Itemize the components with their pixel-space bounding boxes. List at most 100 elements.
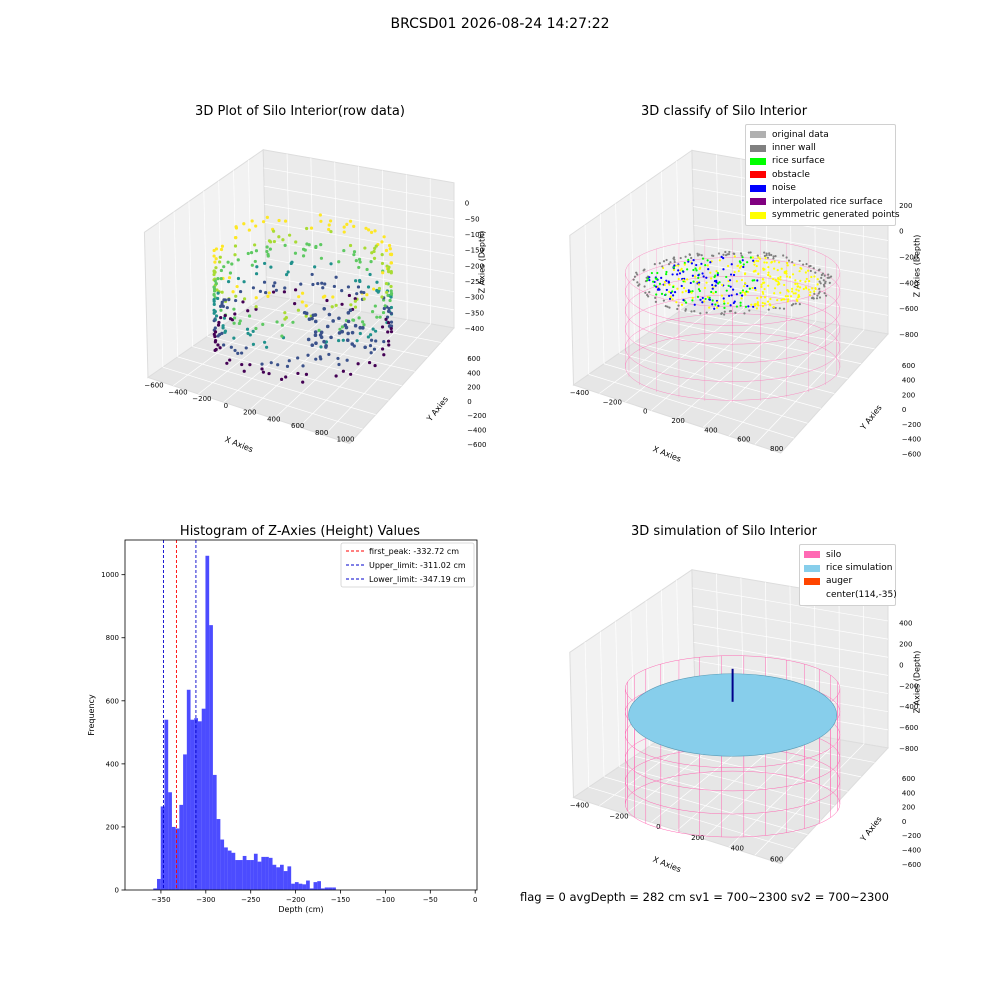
- data-point: [673, 264, 676, 267]
- data-point: [218, 255, 222, 259]
- data-point: [774, 306, 777, 310]
- histogram-bar: [190, 719, 195, 890]
- histogram-bar: [320, 888, 325, 890]
- data-point: [220, 331, 224, 335]
- data-point: [763, 287, 766, 291]
- histogram-bar: [283, 871, 288, 890]
- data-point: [668, 290, 671, 293]
- data-point: [668, 283, 671, 286]
- data-point: [227, 276, 232, 280]
- data-point: [320, 281, 324, 285]
- grid-line: [203, 191, 208, 337]
- data-point: [352, 224, 356, 228]
- simulation-3d-plot: −400 −200 0 200 400 600 −600 −400 −200 0 200 400 600…: [569, 568, 921, 874]
- data-point: [672, 257, 675, 260]
- data-point: [739, 291, 742, 295]
- data-point: [212, 302, 216, 306]
- legend-swatch: [804, 564, 820, 572]
- data-point: [357, 257, 362, 262]
- data-point: [787, 298, 790, 301]
- data-point: [323, 282, 327, 286]
- data-point: [382, 340, 386, 344]
- data-point: [223, 313, 227, 318]
- data-point: [250, 263, 254, 267]
- data-point: [722, 297, 725, 300]
- data-point: [701, 257, 705, 260]
- data-point: [301, 364, 305, 368]
- z-tick-label: 400: [899, 620, 912, 628]
- legend-label: silo: [826, 549, 842, 560]
- data-point: [317, 328, 321, 332]
- data-point: [723, 302, 726, 305]
- data-point: [340, 288, 344, 293]
- data-point: [762, 268, 765, 271]
- data-point: [382, 235, 386, 239]
- data-point: [340, 329, 345, 334]
- data-point: [222, 343, 226, 347]
- data-point: [769, 275, 772, 278]
- data-point: [779, 291, 782, 294]
- data-point: [767, 265, 770, 269]
- data-point: [763, 261, 766, 264]
- data-point: [358, 278, 362, 283]
- data-point: [813, 275, 816, 278]
- data-point: [648, 291, 651, 294]
- legend-label: noise: [772, 183, 796, 194]
- data-point: [752, 305, 755, 308]
- data-point: [740, 278, 744, 282]
- x-tick-label: 400: [704, 426, 717, 434]
- data-point: [728, 310, 732, 313]
- y-tick-label: −400: [902, 847, 921, 855]
- z-tick-label: −200: [899, 253, 918, 261]
- data-point: [216, 291, 220, 295]
- data-point: [730, 294, 733, 297]
- data-point: [386, 309, 391, 313]
- data-point: [783, 283, 786, 287]
- data-point: [711, 283, 714, 287]
- data-point: [774, 255, 777, 258]
- x-tick-label: 0: [656, 823, 660, 831]
- data-point: [676, 273, 679, 276]
- x-tick-label: 200: [243, 409, 256, 417]
- data-point: [724, 254, 728, 257]
- x-tick-label: −350: [151, 896, 170, 904]
- data-point: [644, 291, 647, 294]
- data-point: [367, 228, 371, 232]
- data-point: [220, 244, 225, 248]
- data-point: [329, 230, 333, 234]
- data-point: [715, 279, 718, 282]
- data-point: [293, 288, 298, 292]
- data-point: [268, 247, 272, 251]
- data-point: [358, 331, 362, 336]
- data-point: [772, 257, 775, 260]
- data-point: [679, 256, 682, 260]
- data-point: [242, 369, 246, 373]
- data-point: [307, 317, 312, 321]
- data-point: [216, 296, 220, 301]
- data-point: [321, 286, 325, 290]
- data-point: [813, 290, 816, 293]
- data-point: [768, 253, 771, 257]
- data-point: [722, 268, 725, 271]
- data-point: [769, 297, 772, 301]
- data-point: [742, 263, 745, 266]
- data-point: [319, 345, 323, 349]
- data-point: [684, 308, 687, 311]
- data-point: [655, 293, 658, 296]
- data-point: [357, 316, 361, 320]
- data-point: [773, 292, 776, 295]
- data-point: [334, 275, 338, 279]
- data-point: [743, 282, 747, 285]
- data-point: [242, 222, 246, 226]
- data-point: [219, 316, 223, 320]
- data-point: [387, 324, 392, 328]
- data-point: [635, 271, 638, 274]
- data-point: [720, 312, 723, 315]
- histogram-bar: [209, 625, 213, 890]
- data-point: [768, 303, 771, 306]
- data-point: [666, 305, 669, 308]
- data-point: [786, 264, 789, 267]
- data-point: [269, 361, 273, 365]
- data-point: [665, 288, 668, 292]
- data-point: [738, 266, 742, 269]
